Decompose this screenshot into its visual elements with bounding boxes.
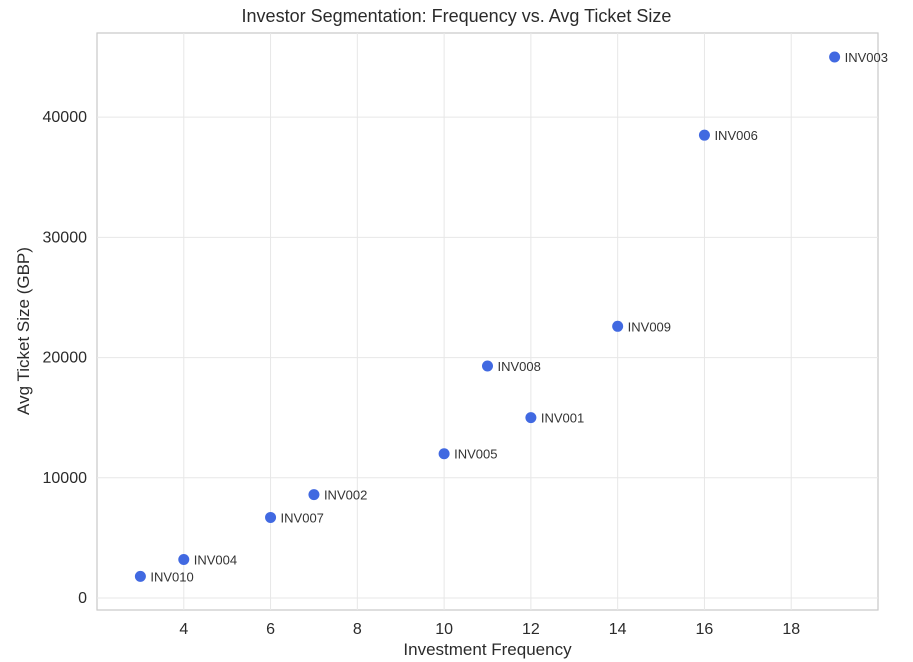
y-tick-label: 40000	[43, 109, 88, 126]
y-axis-label: Avg Ticket Size (GBP)	[14, 247, 33, 415]
point-label: INV003	[845, 50, 888, 65]
plot-border	[96, 32, 879, 611]
point-label: INV004	[194, 553, 237, 568]
x-tick-label: 14	[609, 621, 627, 638]
point-label: INV006	[714, 128, 757, 143]
point-label: INV007	[281, 510, 324, 525]
point-label: INV009	[628, 319, 671, 334]
y-tick-label: 0	[78, 590, 87, 607]
point-label: INV005	[454, 447, 497, 462]
scatter-point	[482, 360, 493, 372]
point-label: INV001	[541, 411, 584, 426]
y-tick-label: 20000	[43, 350, 88, 367]
scatter-point	[612, 320, 624, 332]
point-label: INV008	[498, 359, 541, 374]
x-tick-label: 18	[782, 621, 800, 638]
chart-title: Investor Segmentation: Frequency vs. Avg…	[241, 6, 672, 26]
x-tick-label: 8	[353, 621, 362, 638]
x-tick-label: 6	[266, 621, 275, 638]
scatter-point	[134, 570, 146, 582]
x-axis-label: Investment Frequency	[403, 640, 572, 659]
scatter-point	[178, 554, 190, 566]
x-tick-label: 16	[696, 621, 714, 638]
scatter-point	[829, 51, 841, 63]
scatter-point	[525, 412, 537, 424]
y-tick-label: 10000	[43, 470, 88, 487]
scatter-point	[308, 489, 320, 501]
scatter-point	[438, 448, 450, 460]
point-label: INV010	[150, 569, 193, 584]
x-tick-label: 10	[435, 621, 453, 638]
scatter-point	[698, 129, 710, 141]
scatter-point	[265, 511, 277, 523]
x-tick-label: 4	[179, 621, 188, 638]
x-tick-label: 12	[522, 621, 540, 638]
y-tick-label: 30000	[43, 229, 88, 246]
point-label: INV002	[324, 488, 367, 503]
